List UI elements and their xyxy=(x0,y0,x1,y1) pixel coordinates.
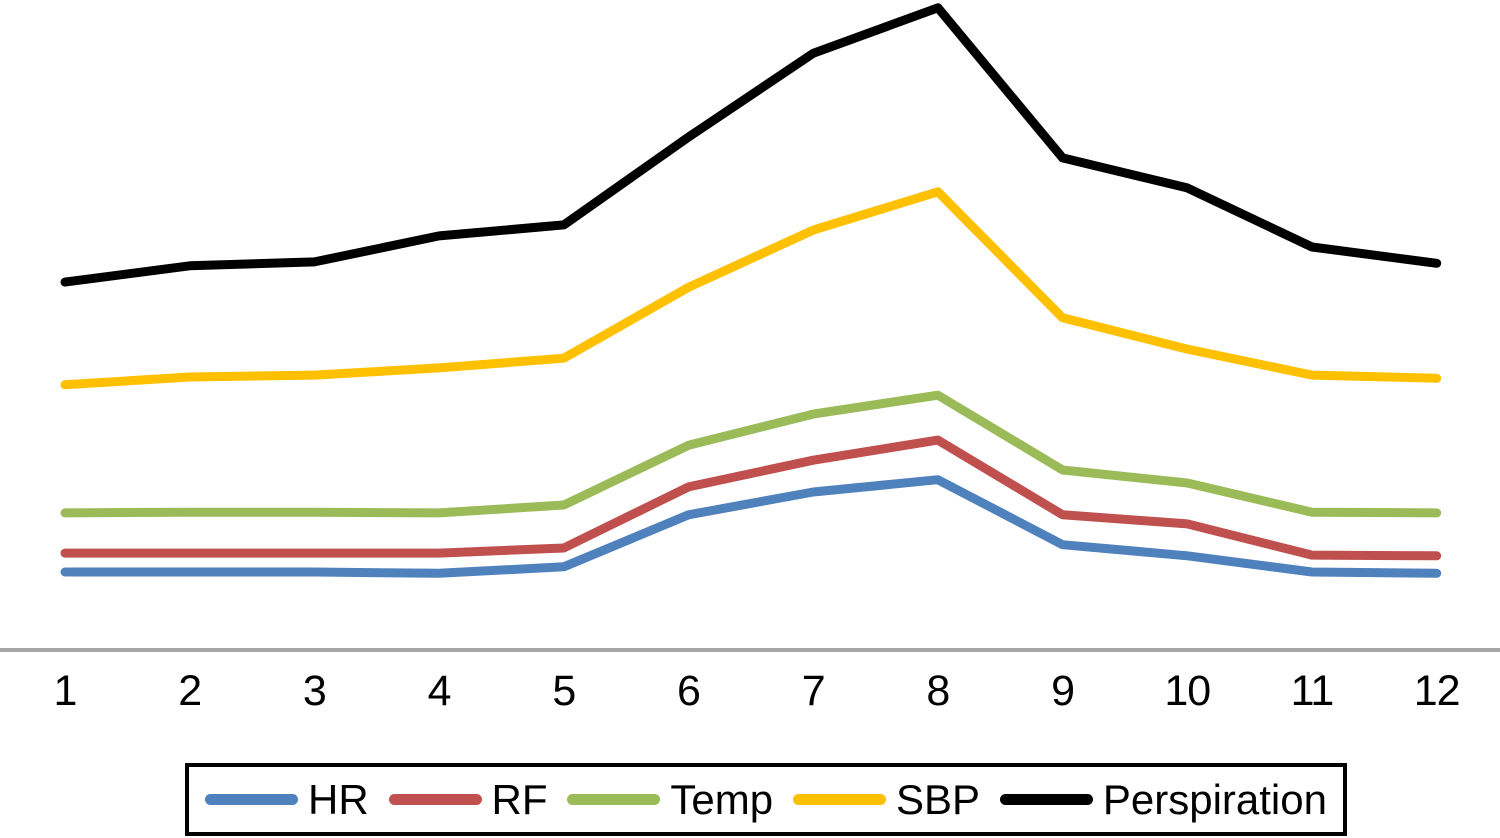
legend-label-hr: HR xyxy=(308,775,369,823)
legend-swatch-perspiration xyxy=(999,794,1093,805)
legend-label-temp: Temp xyxy=(670,775,774,823)
x-tick-label-5: 5 xyxy=(552,667,576,715)
x-tick-label-12: 12 xyxy=(1413,667,1461,715)
x-tick-label-10: 10 xyxy=(1164,667,1211,715)
x-tick-label-2: 2 xyxy=(178,667,202,715)
x-tick-label-7: 7 xyxy=(801,667,826,715)
series-line-temp xyxy=(60,390,1442,518)
x-tick-label-4: 4 xyxy=(427,667,452,715)
legend: HR RF Temp SBP Perspiration xyxy=(185,763,1347,836)
legend-item-sbp: SBP xyxy=(792,775,980,823)
legend-label-sbp: SBP xyxy=(895,775,980,823)
series-line-perspiration xyxy=(60,3,1442,287)
series-line-rf xyxy=(60,435,1442,561)
x-tick-label-6: 6 xyxy=(677,667,701,715)
legend-swatch-temp xyxy=(567,794,661,805)
line-chart xyxy=(0,3,1500,652)
legend-item-rf: RF xyxy=(388,775,548,823)
legend-label-perspiration: Perspiration xyxy=(1102,775,1327,823)
legend-item-temp: Temp xyxy=(567,775,774,823)
series-line-sbp xyxy=(60,187,1442,390)
x-tick-label-8: 8 xyxy=(926,667,950,715)
legend-swatch-sbp xyxy=(792,794,886,805)
x-tick-label-9: 9 xyxy=(1051,667,1075,715)
x-tick-label-1: 1 xyxy=(53,667,78,715)
series-line-hr xyxy=(60,475,1442,578)
legend-swatch-hr xyxy=(205,794,298,805)
legend-item-perspiration: Perspiration xyxy=(999,775,1327,823)
legend-swatch-rf xyxy=(388,794,482,805)
x-tick-label-11: 11 xyxy=(1290,667,1335,715)
x-tick-label-3: 3 xyxy=(302,667,327,715)
legend-item-hr: HR xyxy=(205,775,369,823)
legend-label-rf: RF xyxy=(491,775,548,823)
